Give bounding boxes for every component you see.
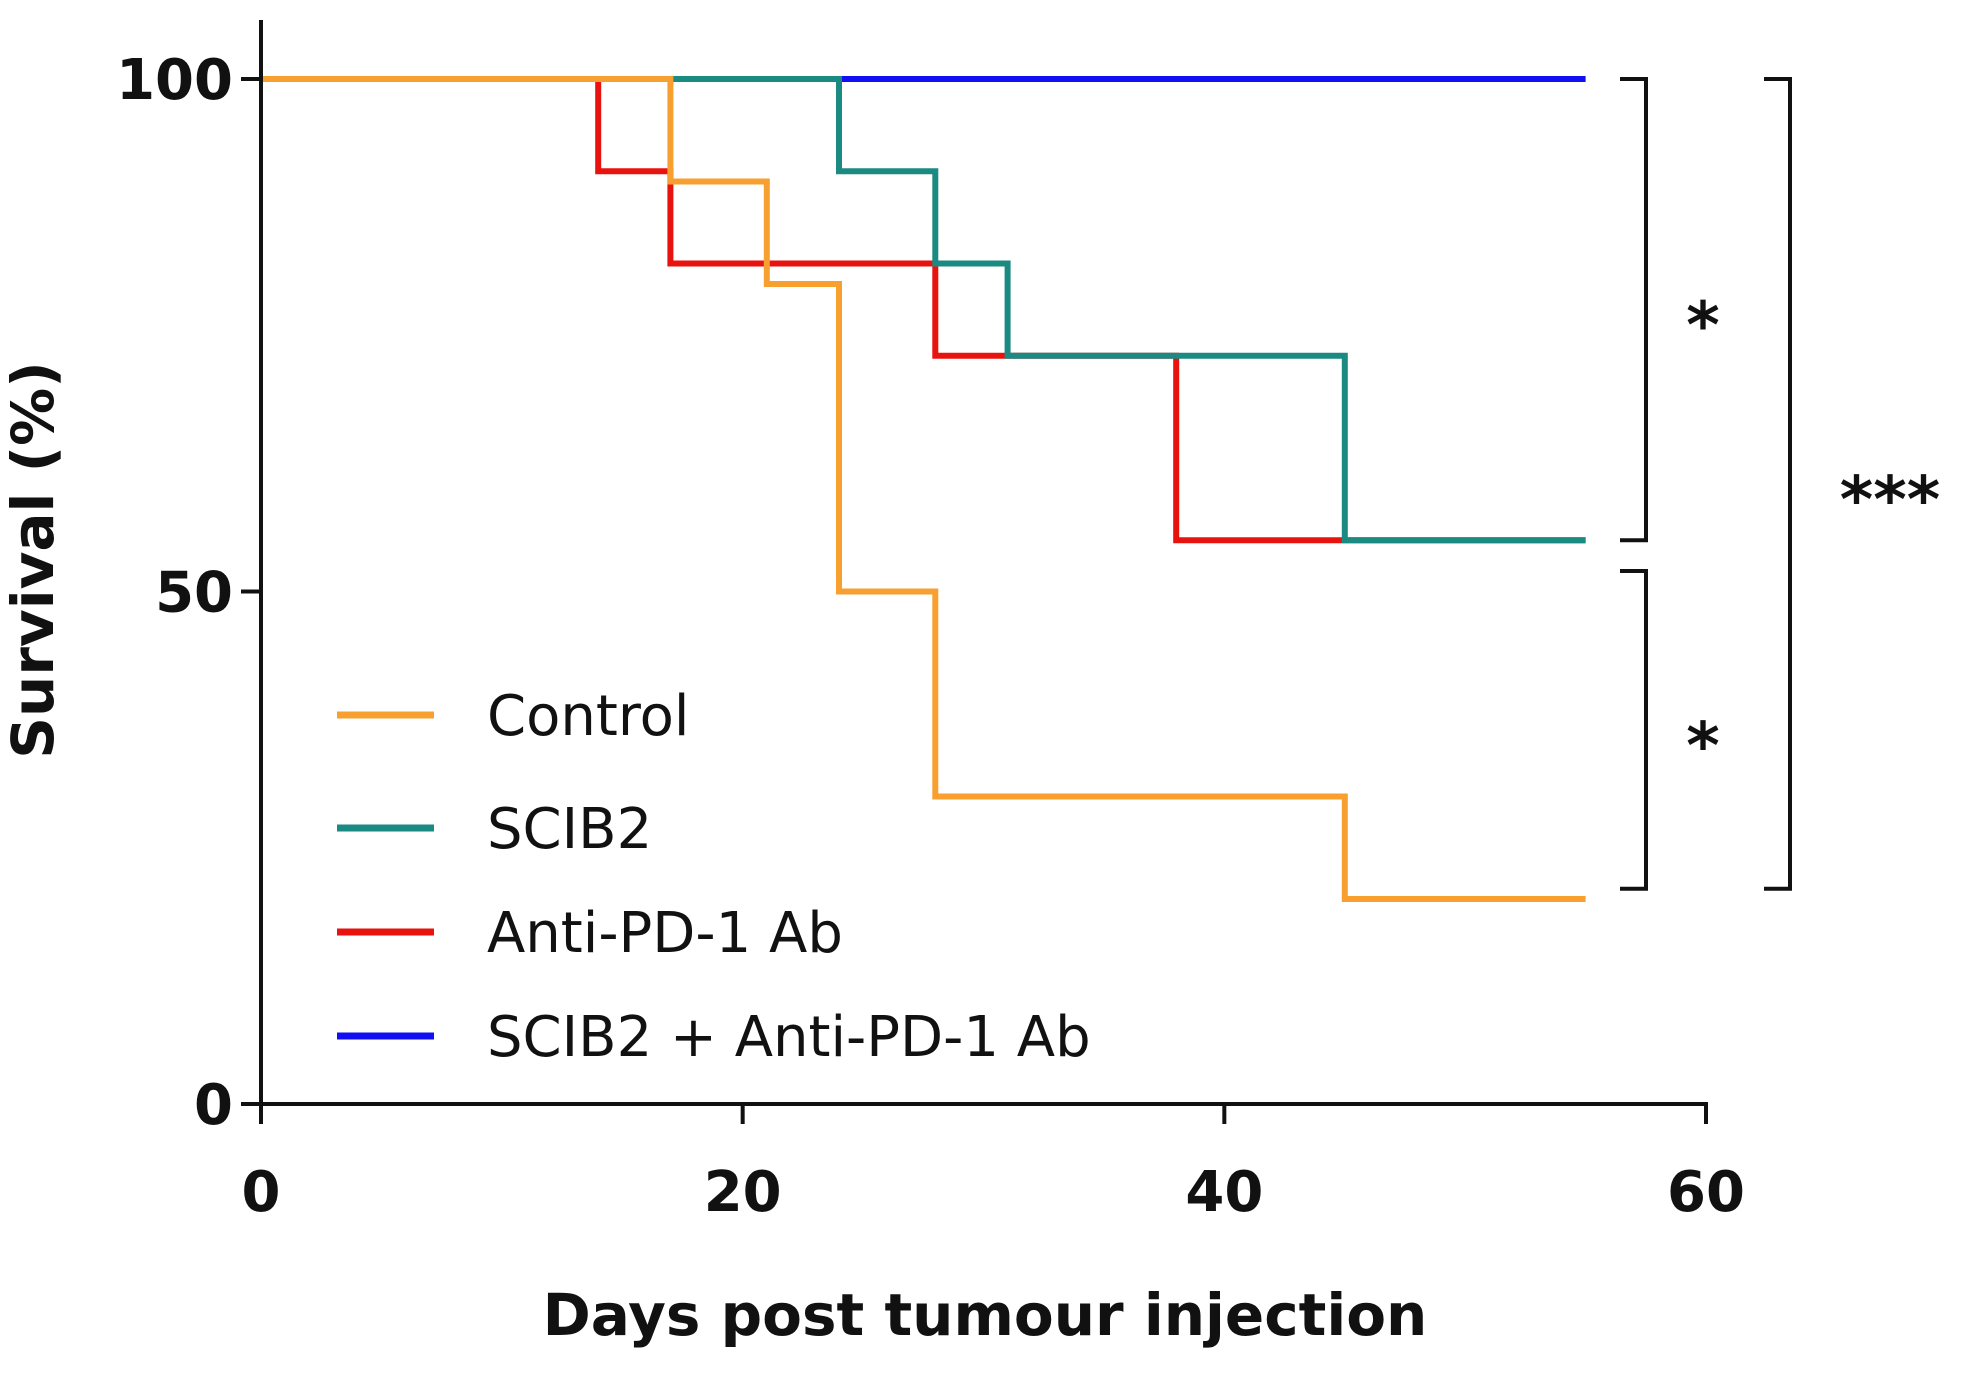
legend-label: SCIB2 [487,797,652,862]
significance-label: * [1686,710,1719,784]
x-tick-label: 20 [704,1160,782,1225]
y-tick-label: 100 [116,48,233,113]
significance-label: * [1686,290,1719,364]
series-line-scib2 [261,76,1586,544]
legend-label: SCIB2 + Anti-PD-1 Ab [487,1005,1091,1070]
series-layer [261,76,1586,902]
legend: Control SCIB2 Anti-PD-1 Ab SCIB2 + Anti-PD-… [337,684,1091,1070]
series-line-control [261,76,1586,902]
series-line-anti-pd-1-ab [261,76,1586,544]
x-tick-label: 0 [242,1160,281,1225]
significance-bracket [1620,569,1648,891]
significance-bracket [1764,77,1792,891]
x-tick-label: 40 [1185,1160,1263,1225]
significance-bracket [1620,77,1648,543]
x-tick-label: 60 [1667,1160,1745,1225]
significance-annotations: ***** [1620,77,1940,891]
y-axis-title: Survival (%) [0,361,67,759]
x-axis-title: Days post tumour injection [543,1281,1428,1349]
legend-label: Control [487,684,689,749]
y-tick-label: 50 [155,561,233,626]
axes-layer: 0 50 100 0 20 40 60 [116,20,1745,1225]
significance-label: *** [1840,464,1940,538]
legend-label: Anti-PD-1 Ab [487,901,843,966]
y-tick-label: 0 [194,1073,233,1138]
